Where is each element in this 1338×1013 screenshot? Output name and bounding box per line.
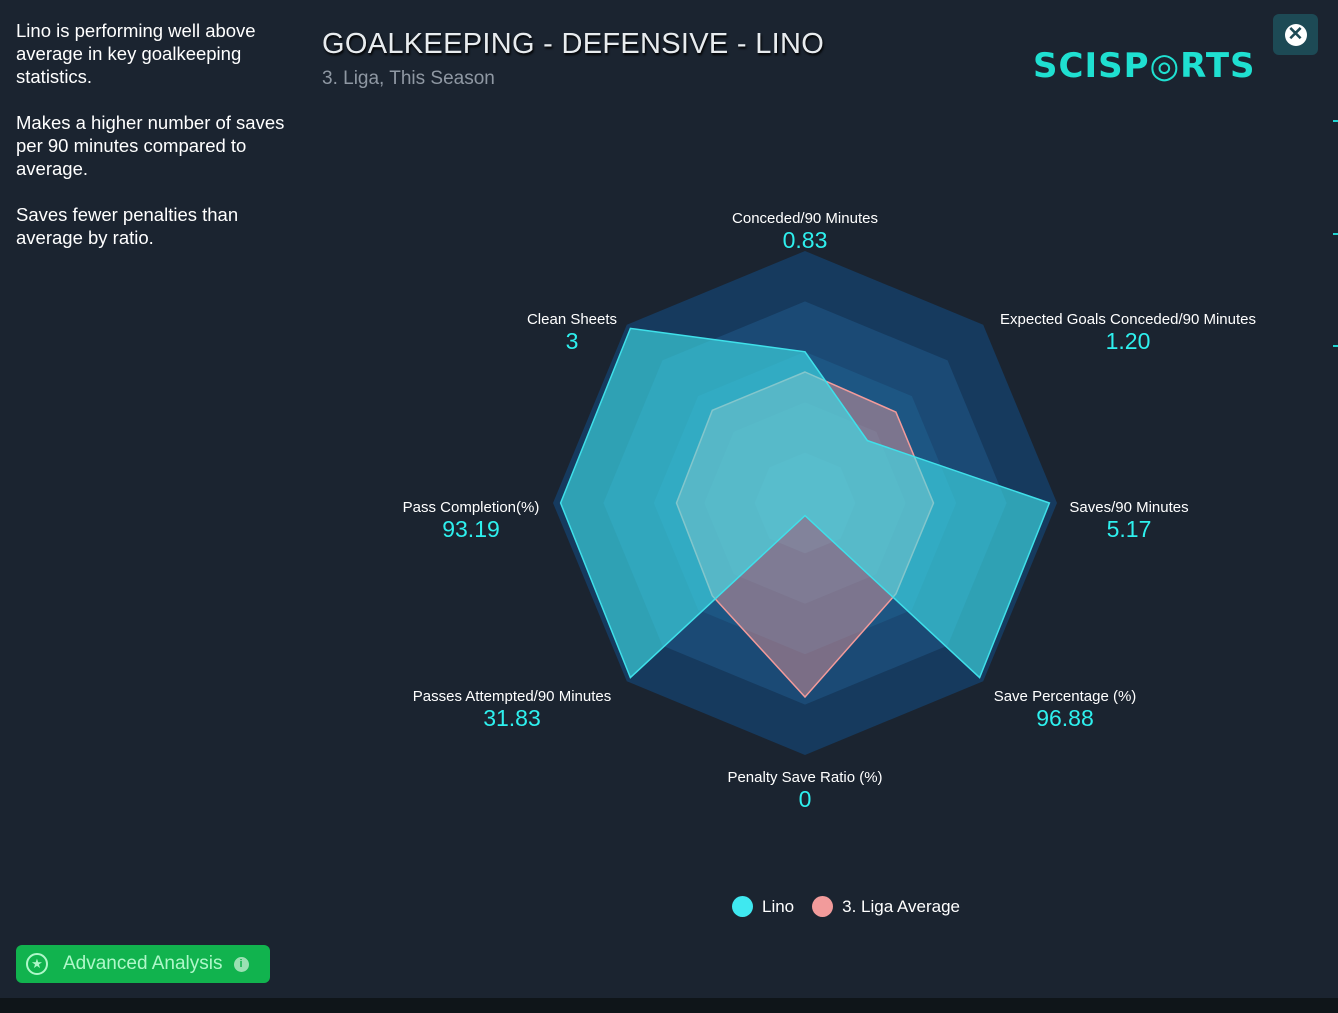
axis-label-name: Expected Goals Conceded/90 Minutes bbox=[1000, 311, 1256, 328]
insight-text: Lino is performing well above average in… bbox=[16, 20, 256, 87]
axis-label: Passes Attempted/90 Minutes 31.83 bbox=[413, 688, 611, 730]
info-icon[interactable]: i bbox=[233, 956, 249, 972]
axis-label-value: 96.88 bbox=[1036, 705, 1094, 731]
axis-label-value: 93.19 bbox=[442, 516, 500, 542]
axis-label: Saves/90 Minutes 5.17 bbox=[1069, 499, 1188, 541]
legend-item-lino: Lino bbox=[732, 896, 794, 917]
legend-dot-lino bbox=[732, 896, 753, 917]
axis-label-name: Passes Attempted/90 Minutes bbox=[412, 688, 612, 705]
legend-label: Lino bbox=[762, 896, 795, 916]
axis-label-name: Clean Sheets bbox=[526, 311, 618, 328]
axis-label-name: Save Percentage (%) bbox=[993, 688, 1137, 705]
axis-label-value: 0 bbox=[798, 786, 812, 812]
insights-panel: Lino is performing well above average in… bbox=[16, 19, 296, 272]
star-icon: ★ bbox=[26, 953, 48, 975]
axis-label-value: 3 bbox=[565, 328, 579, 354]
axis-label-name: Pass Completion(%) bbox=[402, 499, 540, 516]
axis-label: Conceded/90 Minutes 0.83 bbox=[732, 210, 878, 252]
close-icon: ✕ bbox=[1284, 23, 1307, 46]
insight-text: Saves fewer penalties than average by ra… bbox=[16, 204, 239, 248]
legend-label: 3. Liga Average bbox=[842, 896, 960, 916]
axis-label: Expected Goals Conceded/90 Minutes 1.20 bbox=[1000, 311, 1256, 353]
page-subtitle: 3. Liga, This Season bbox=[322, 68, 495, 89]
scroll-indicator bbox=[1332, 0, 1338, 1013]
axis-label-name: Saves/90 Minutes bbox=[1069, 499, 1189, 516]
advanced-analysis-button[interactable]: ★ Advanced Analysis i bbox=[16, 945, 270, 983]
legend-item-average: 3. Liga Average bbox=[812, 896, 960, 917]
legend-dot-average bbox=[812, 896, 834, 917]
advanced-analysis-label: Advanced Analysis bbox=[63, 953, 223, 974]
axis-label: Save Percentage (%) 96.88 bbox=[994, 688, 1137, 730]
chart-legend: Lino 3. Liga Average bbox=[732, 896, 978, 917]
axis-label-value: 5.17 bbox=[1106, 516, 1152, 542]
axis-label: Pass Completion(%) 93.19 bbox=[403, 499, 540, 541]
close-button[interactable]: ✕ bbox=[1273, 14, 1318, 55]
axis-label-value: 1.20 bbox=[1105, 328, 1151, 354]
axis-label: Penalty Save Ratio (%) 0 bbox=[727, 769, 882, 811]
axis-label-name: Penalty Save Ratio (%) bbox=[727, 769, 883, 786]
axis-label-name: Conceded/90 Minutes bbox=[732, 210, 878, 227]
scisports-logo: SCISP◎RTS bbox=[1033, 46, 1256, 86]
axis-label-value: 0.83 bbox=[782, 227, 828, 253]
axis-label-value: 31.83 bbox=[483, 705, 541, 731]
insight-text: Makes a higher number of saves per 90 mi… bbox=[16, 112, 285, 179]
series-area-lino bbox=[559, 327, 1051, 679]
axis-label: Clean Sheets 3 bbox=[527, 311, 617, 353]
background-strip bbox=[0, 998, 1338, 1013]
page-title: GOALKEEPING - DEFENSIVE - LINO bbox=[322, 28, 825, 60]
